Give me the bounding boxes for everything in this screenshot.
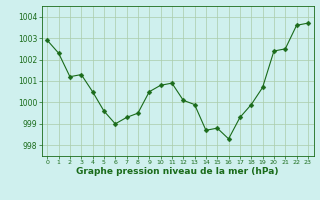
X-axis label: Graphe pression niveau de la mer (hPa): Graphe pression niveau de la mer (hPa) [76,167,279,176]
